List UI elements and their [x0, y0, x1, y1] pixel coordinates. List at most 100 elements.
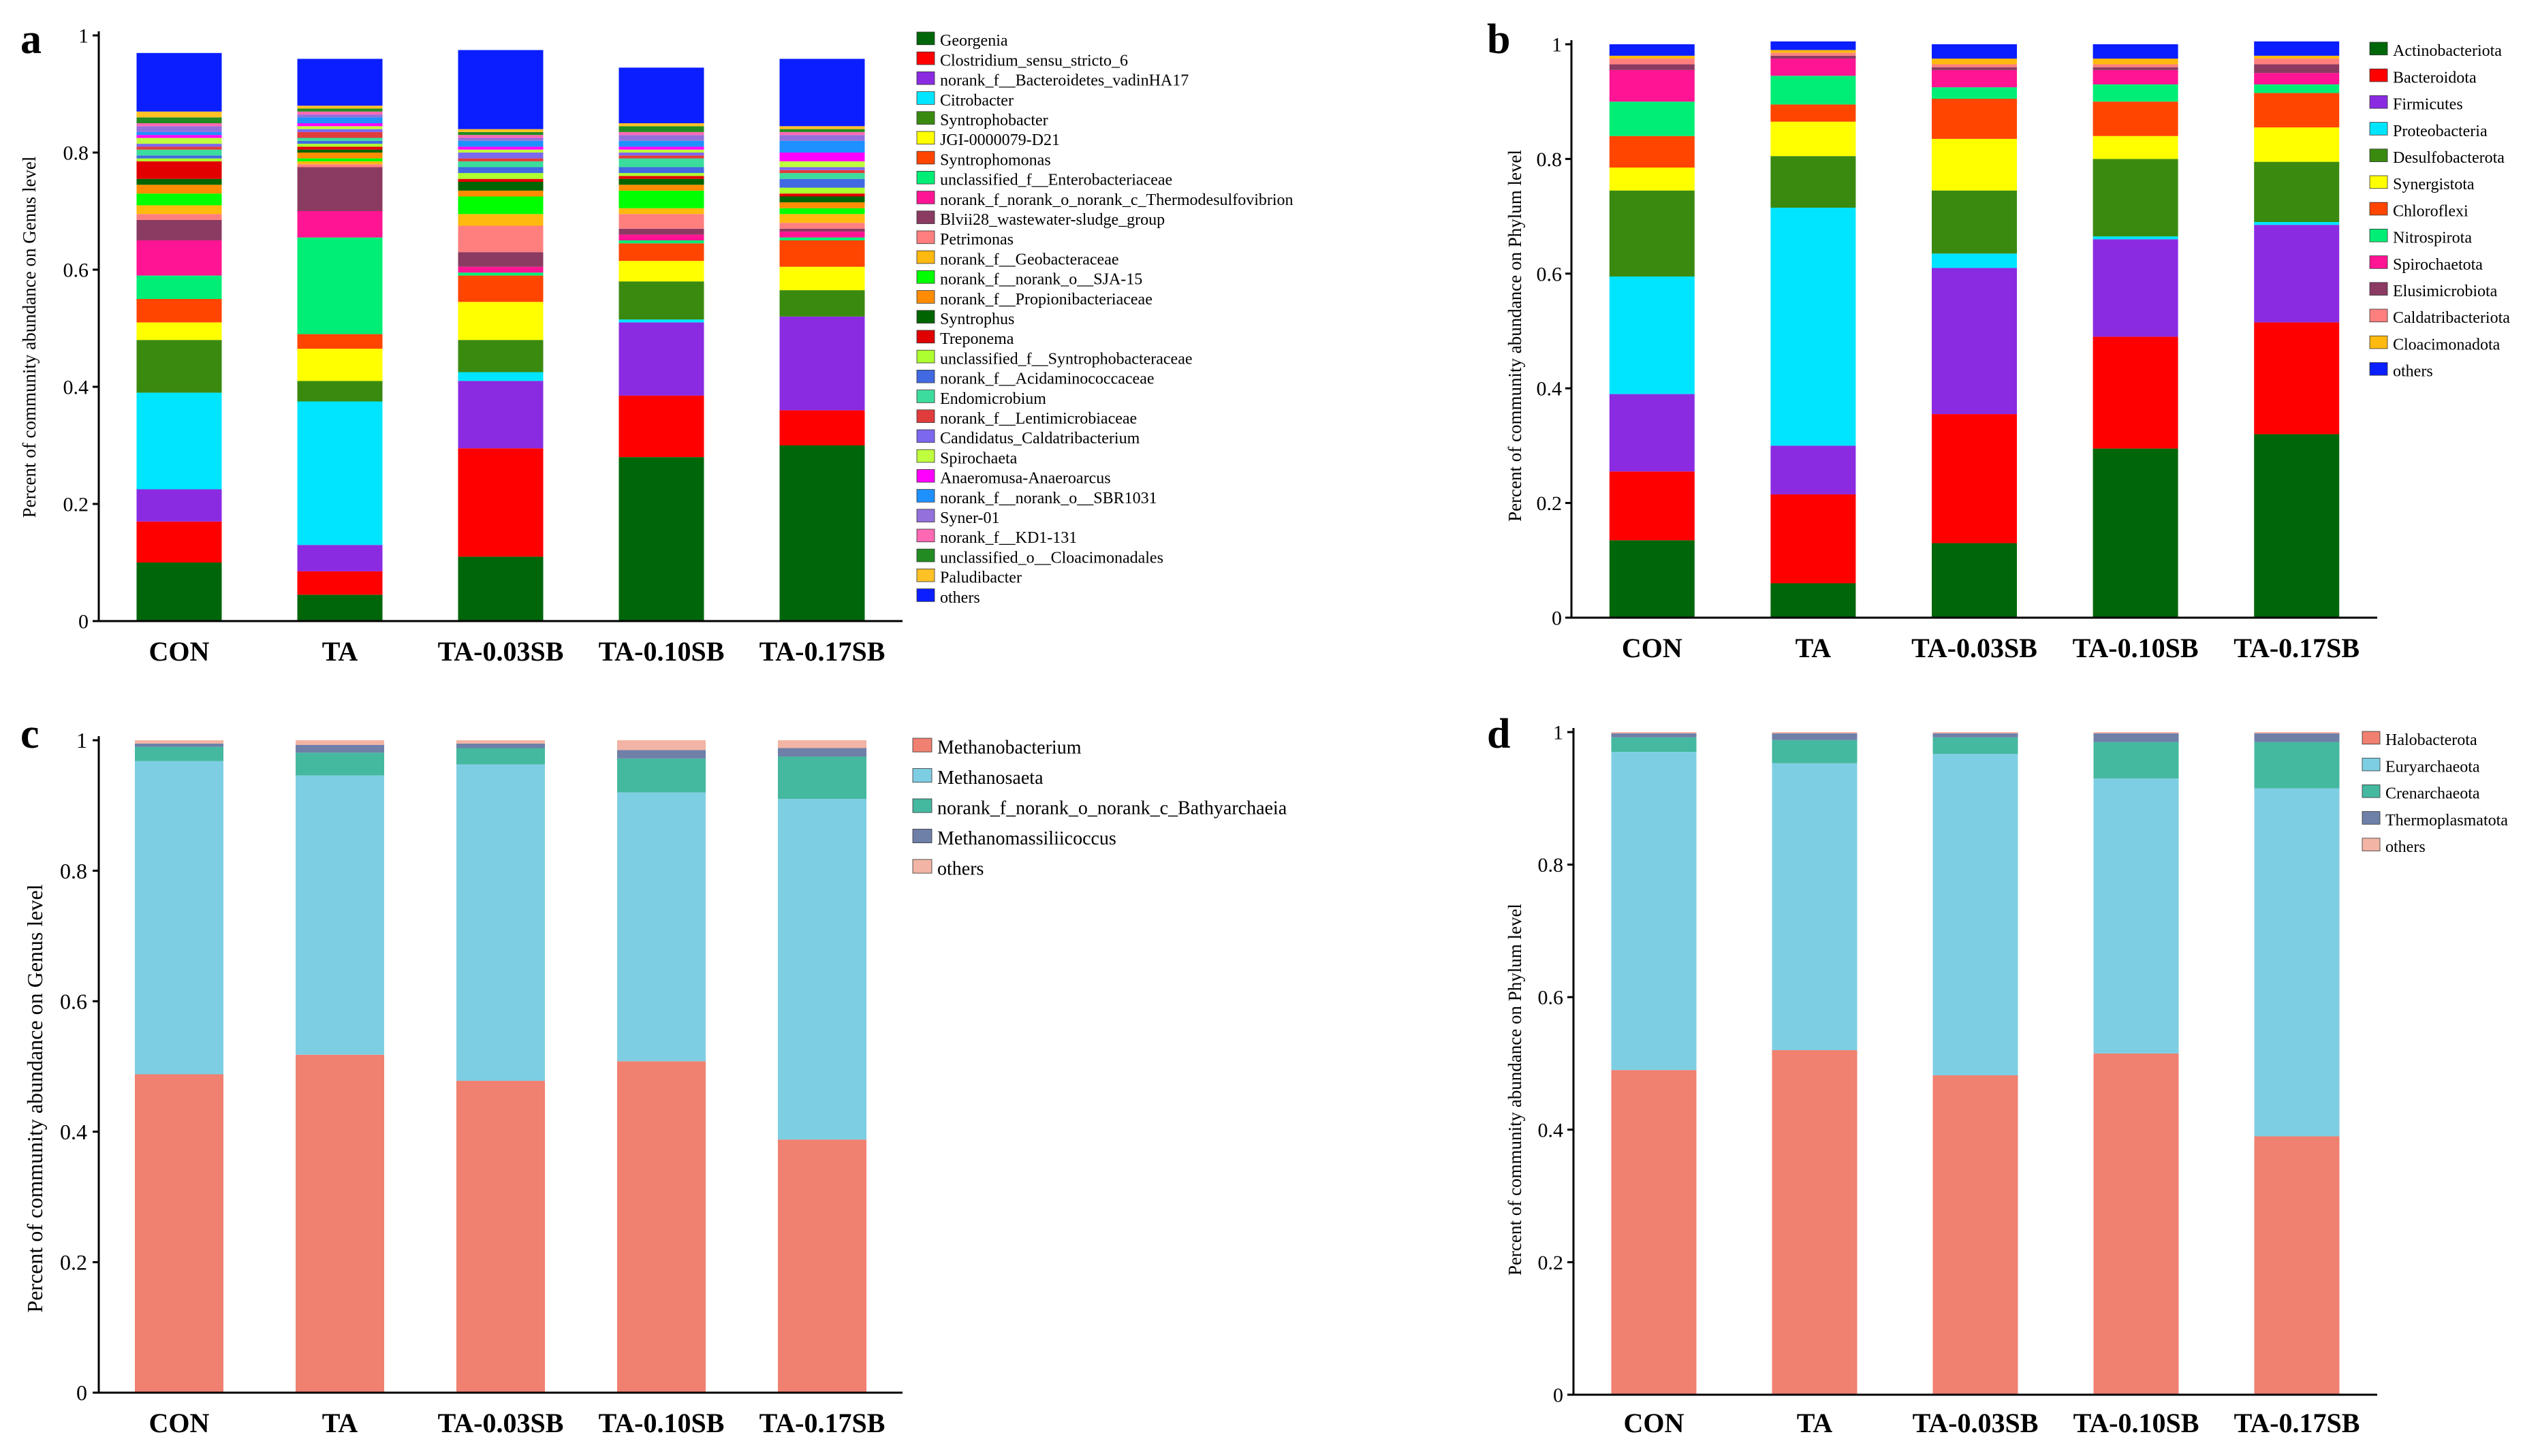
- legend-label: Georgenia: [940, 32, 1008, 50]
- bar-segment: [1609, 168, 1695, 191]
- legend-label: Caldatribacteriota: [2393, 309, 2510, 327]
- legend-label: Endomicrobium: [940, 390, 1046, 408]
- y-tick-label: 0.4: [60, 1120, 87, 1144]
- bar-segment: [297, 111, 383, 115]
- bar-segment: [618, 234, 704, 240]
- legend-label: Anaeromusa-Anaeroarcus: [940, 470, 1111, 488]
- bar-segment: [2254, 222, 2340, 225]
- bar-segment: [779, 208, 865, 215]
- y-tick-label: 0.6: [60, 989, 87, 1013]
- bar-segment: [136, 185, 222, 194]
- y-ticks: 0 0.2 0.4 0.6 0.8 1: [60, 728, 99, 1405]
- bar-segment: [296, 744, 384, 753]
- bar-segment: [2093, 64, 2178, 67]
- y-ticks: 0 0.2 0.4 0.6 0.8 1: [1538, 722, 1573, 1407]
- legend-swatch: [916, 250, 935, 264]
- bar-segment: [618, 214, 704, 229]
- legend-swatch: [916, 310, 935, 323]
- legend-swatch: [916, 548, 935, 563]
- bar-segment: [1611, 1070, 1697, 1395]
- y-tick-label: 0.4: [63, 377, 89, 399]
- legend-swatch: [2369, 202, 2388, 216]
- bar-segment: [1770, 445, 1856, 494]
- legend-label: JGI-0000079-D21: [940, 131, 1060, 149]
- legend-label: others: [2393, 363, 2433, 381]
- bar-segment: [458, 140, 544, 147]
- x-tick-label: TA: [322, 636, 358, 667]
- bar-segment: [1932, 87, 2017, 99]
- bar-segment: [2093, 159, 2178, 237]
- bar-segment: [1770, 55, 1856, 59]
- bar-segment: [1609, 394, 1695, 472]
- bar-segment: [136, 158, 222, 161]
- legend-swatch: [916, 509, 935, 522]
- bar-segment: [296, 740, 384, 745]
- legend-label: Euryarchaeota: [2385, 758, 2480, 776]
- x-tick-label: TA-0.10SB: [2073, 633, 2199, 663]
- bar-segment: [297, 161, 383, 165]
- bar-segment: [2254, 84, 2340, 93]
- legend-label: Paludibacter: [940, 569, 1022, 587]
- legend-swatch: [2369, 228, 2388, 242]
- bar-segment: [458, 214, 544, 226]
- panel-letter: c: [20, 711, 40, 757]
- bar-segment: [136, 155, 222, 159]
- legend-swatch: [2369, 308, 2388, 323]
- bar-segment: [136, 299, 222, 323]
- bar-segment: [1609, 136, 1695, 168]
- axes: [97, 31, 903, 622]
- bar-segment: [136, 392, 222, 490]
- y-tick-label: 0.4: [1537, 378, 1563, 400]
- bar-segment: [2093, 136, 2178, 159]
- bar-segment: [618, 153, 704, 156]
- bar-segment: [2254, 93, 2340, 128]
- bar-segment: [2254, 732, 2340, 733]
- bar-segment: [2254, 434, 2340, 618]
- bar-segment: [136, 340, 222, 393]
- bars: [136, 50, 865, 621]
- legend-label: Treponema: [940, 330, 1014, 348]
- y-ticks: 0 0.2 0.4 0.6 0.8 1: [63, 25, 99, 633]
- legend-label: unclassified_f__Syntrophobacteraceae: [940, 350, 1193, 368]
- y-tick-label: 0.2: [1537, 492, 1563, 515]
- legend-label: others: [940, 589, 980, 607]
- panel-a: a Percent of community abundance on Genu…: [19, 16, 1294, 667]
- bar-segment: [136, 111, 222, 118]
- bar-segment: [1770, 59, 1856, 76]
- y-tick-label: 0: [1553, 1384, 1563, 1407]
- legend-swatch: [916, 290, 935, 304]
- bars: [1611, 732, 2340, 1395]
- bar-segment: [136, 219, 222, 240]
- bar-segment: [458, 131, 544, 136]
- bar-segment: [779, 161, 865, 168]
- bar-segment: [297, 158, 383, 161]
- bar-segment: [1770, 156, 1856, 208]
- bar-segment: [297, 140, 383, 144]
- bar-segment: [1770, 104, 1856, 122]
- bar-segment: [1609, 101, 1695, 136]
- y-tick-label: 0.8: [1537, 148, 1563, 171]
- y-axis-label: Percent of community abundance on Phylum…: [1505, 904, 1525, 1276]
- x-ticks: CON TA TA-0.03SB TA-0.10SB TA-0.17SB: [1622, 633, 2360, 663]
- bar-segment: [297, 401, 383, 545]
- y-tick-label: 0.8: [63, 142, 89, 165]
- legend: Halobacterota Euryarchaeota Crenarchaeota T…: [2362, 731, 2508, 856]
- bar-segment: [297, 131, 383, 138]
- bar-segment: [1932, 1075, 2018, 1395]
- bar-segment: [136, 149, 222, 156]
- x-tick-label: TA-0.17SB: [2234, 633, 2360, 663]
- y-tick-label: 0.4: [1538, 1119, 1564, 1141]
- bar-segment: [1609, 44, 1695, 56]
- bar-segment: [1770, 52, 1856, 56]
- bar-segment: [297, 545, 383, 571]
- y-tick-label: 0.2: [60, 1250, 87, 1275]
- bar-segment: [1932, 69, 2017, 88]
- legend-swatch: [912, 798, 933, 813]
- panel-letter: b: [1487, 16, 1510, 63]
- legend-swatch: [2362, 785, 2381, 798]
- bar-segment: [618, 158, 704, 168]
- bar-segment: [296, 1054, 384, 1393]
- bar-segment: [618, 395, 704, 458]
- legend-label: norank_f__norank_o__SJA-15: [940, 271, 1142, 289]
- bar-segment: [458, 225, 544, 253]
